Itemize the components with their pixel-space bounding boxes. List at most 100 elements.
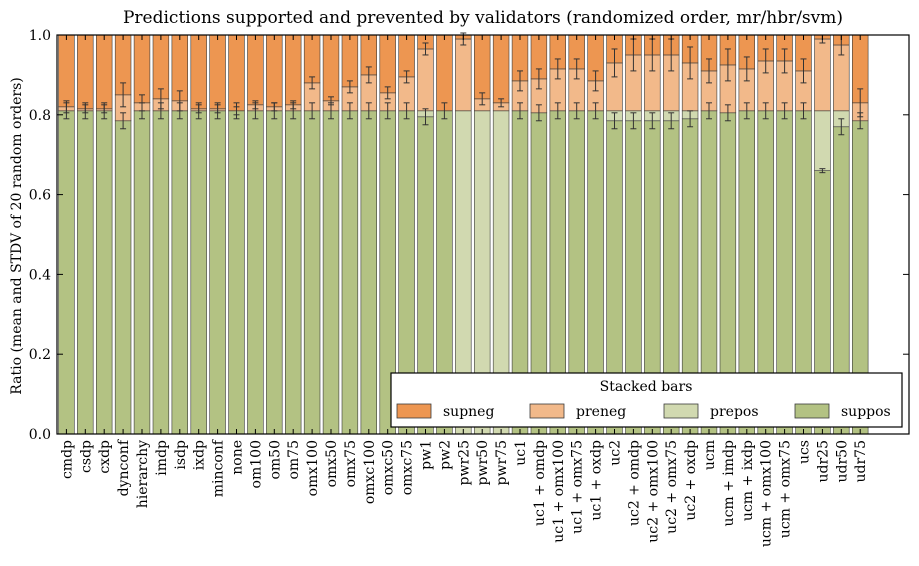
x-tick-label: omxc75: [400, 440, 416, 495]
x-tick-label: ixdp: [192, 440, 208, 470]
bar-suppos: [133, 110, 151, 435]
x-tick-label: omx50: [324, 440, 340, 487]
x-tick-label: ucm: [702, 440, 718, 470]
x-tick-label: ucm + omx75: [778, 440, 794, 538]
x-tick-label: uc1: [513, 440, 529, 466]
x-tick-label: uc1 + oxdp: [589, 440, 605, 521]
x-tick-label: udr25: [815, 440, 831, 483]
x-tick-label: hierarchy: [135, 440, 151, 508]
bar-supneg: [266, 34, 283, 108]
x-tick-label: minconf: [211, 438, 227, 497]
legend-label: supneg: [443, 404, 494, 420]
x-tick-label: imdp: [154, 440, 170, 476]
bar-supneg: [436, 34, 453, 112]
bar-supneg: [58, 34, 75, 108]
legend-swatch: [529, 403, 565, 419]
x-tick-label: om100: [248, 440, 264, 488]
legend-label: preneg: [576, 404, 626, 420]
y-tick-label: 0.8: [29, 108, 51, 124]
bar-suppos: [58, 110, 75, 435]
bar-supneg: [247, 34, 264, 106]
legend-title: Stacked bars: [600, 379, 693, 395]
x-tick-label: pw1: [419, 440, 435, 470]
y-axis-label: Ratio (mean and STDV of 20 random orders…: [9, 77, 25, 394]
x-tick-label: uc2 + oxdp: [683, 440, 699, 521]
legend-label: prepos: [710, 404, 759, 420]
bar-suppos: [303, 110, 321, 435]
bar-suppos: [360, 110, 377, 435]
x-tick-label: ucs: [797, 440, 813, 464]
bar-preneg: [417, 48, 434, 112]
x-tick-label: pwr25: [456, 440, 472, 485]
x-tick-label: uc1 + omx75: [570, 440, 586, 534]
x-tick-label: omxc50: [381, 440, 397, 495]
x-tick-label: uc2: [608, 440, 624, 466]
x-tick-label: pwr50: [475, 440, 491, 485]
bar-supneg: [492, 34, 510, 104]
bar-suppos: [114, 120, 132, 435]
bar-suppos: [266, 110, 283, 435]
x-tick-label: udr50: [834, 440, 850, 483]
bar-supneg: [341, 34, 359, 88]
x-tick-label: uc2 + omdp: [626, 440, 642, 526]
bar-suppos: [284, 110, 302, 435]
bar-suppos: [190, 110, 207, 435]
y-tick-label: 1.0: [29, 28, 51, 44]
x-tick-label: om75: [286, 440, 302, 480]
bar-suppos: [322, 110, 340, 435]
bar-suppos: [228, 110, 245, 435]
x-tick-label: cxdp: [97, 440, 113, 474]
x-tick-label: udr75: [853, 440, 869, 483]
x-tick-label: ucm + ixdp: [740, 440, 756, 521]
x-tick-label: omxc100: [362, 440, 378, 504]
x-tick-label: pwr75: [494, 440, 510, 485]
x-tick-label: none: [230, 440, 246, 475]
x-tick-label: csdp: [78, 440, 94, 473]
bar-supneg: [209, 34, 226, 110]
bar-supneg: [322, 34, 340, 102]
x-tick-label: ucm + imdp: [721, 440, 737, 526]
x-tick-label: uc1 + omx100: [551, 440, 567, 543]
bar-suppos: [209, 110, 226, 435]
bar-preneg: [455, 38, 472, 112]
plot-area: 0.0 0.2 0.4 0.6 0.8 1.0 cmdp csdp cxdp dynconf hie…: [29, 28, 910, 547]
bar-supneg: [303, 34, 321, 84]
bar-suppos: [152, 110, 170, 435]
bar-supneg: [284, 34, 302, 106]
plot-frame: [56, 34, 910, 435]
x-tick-label: omx75: [343, 440, 359, 487]
legend: Stacked bars supneg preneg prepos suppos: [390, 372, 903, 428]
x-tick-label: isdp: [173, 440, 189, 470]
bar-suppos: [341, 110, 359, 435]
bar-supneg: [190, 34, 207, 110]
bar-suppos: [247, 110, 264, 435]
bar-preneg: [814, 38, 831, 112]
legend-swatch: [663, 403, 699, 419]
legend-swatch: [396, 403, 432, 419]
x-tick-label: cmdp: [59, 440, 75, 479]
y-tick-label: 0.4: [29, 267, 51, 283]
bar-suppos: [171, 110, 188, 435]
x-tick-label: om50: [267, 440, 283, 480]
x-tick-label: ucm + omx100: [759, 440, 775, 547]
bar-supneg: [379, 34, 396, 94]
y-tick-label: 0.2: [29, 347, 51, 363]
x-tick-label: uc2 + omx100: [645, 440, 661, 543]
chart-title: Predictions supported and prevented by v…: [123, 8, 843, 28]
bar-supneg: [133, 34, 151, 104]
bar-prepos: [814, 110, 831, 171]
x-tick-label: uc2 + omx75: [664, 440, 680, 534]
bar-supneg: [228, 34, 245, 112]
y-tick-label: 0.6: [29, 188, 51, 204]
legend-label: suppos: [841, 404, 891, 420]
bar-supneg: [77, 34, 94, 110]
x-tick-label: omx100: [305, 440, 321, 496]
y-tick-label: 0.0: [29, 427, 51, 443]
x-tick-label: dynconf: [116, 438, 132, 496]
bar-suppos: [96, 110, 113, 435]
bar-suppos: [77, 110, 94, 435]
bar-supneg: [473, 34, 491, 100]
x-tick-label: uc1 + omdp: [532, 440, 548, 526]
